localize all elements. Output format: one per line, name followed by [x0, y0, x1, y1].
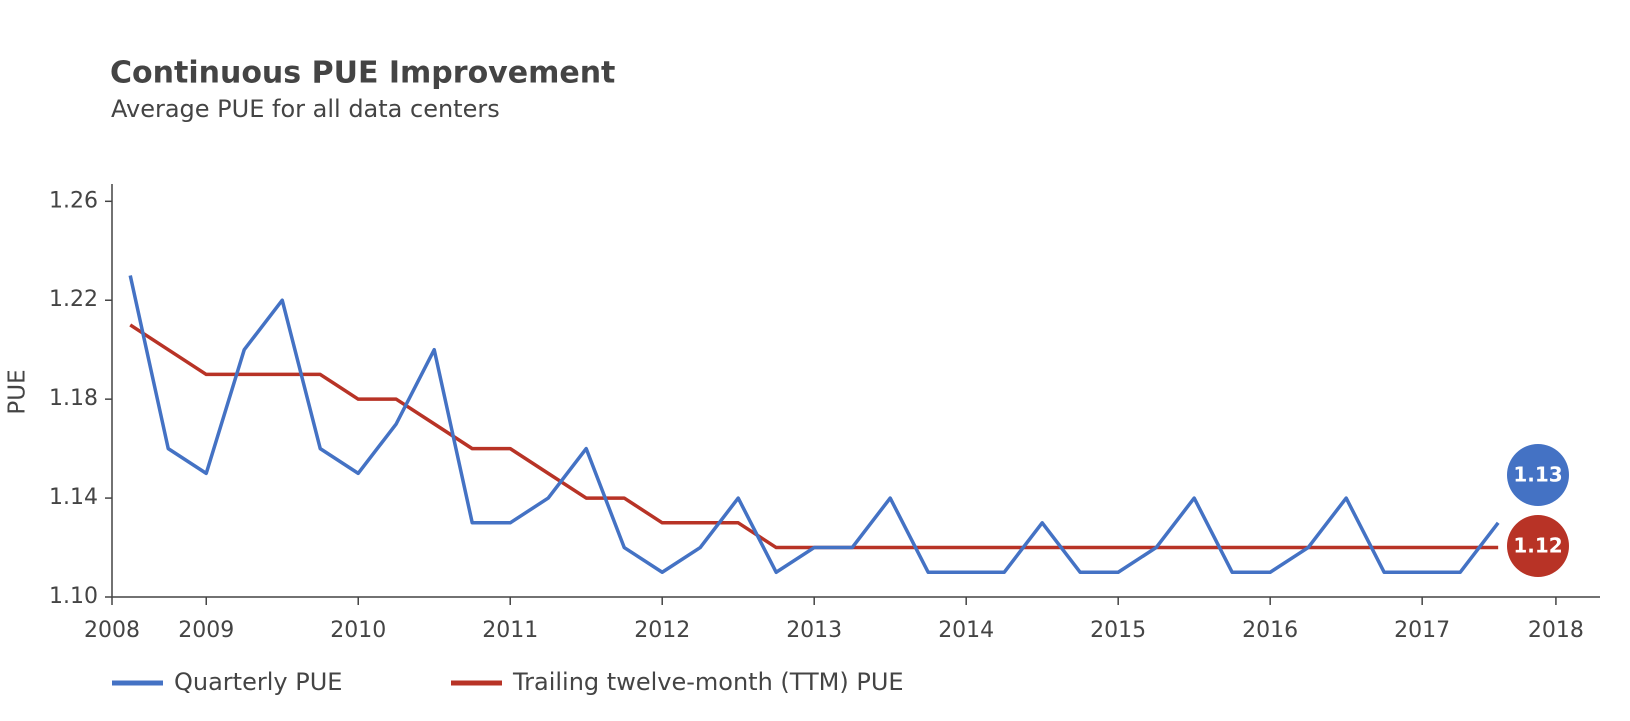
- x-tick-label: 2015: [1090, 618, 1146, 643]
- x-tick-label: 2008: [84, 618, 140, 643]
- x-tick-label: 2013: [786, 618, 842, 643]
- y-tick-label: 1.18: [49, 386, 98, 411]
- y-axis-label: PUE: [5, 369, 31, 414]
- x-tick-label: 2018: [1528, 618, 1584, 643]
- x-tick-label: 2016: [1242, 618, 1298, 643]
- chart-title: Continuous PUE Improvement: [110, 56, 615, 91]
- x-tick-label: 2014: [938, 618, 994, 643]
- legend-label: Quarterly PUE: [174, 668, 342, 696]
- y-tick-label: 1.14: [49, 485, 98, 510]
- y-tick-label: 1.26: [49, 188, 98, 213]
- legend-label: Trailing twelve-month (TTM) PUE: [512, 668, 904, 696]
- series-line: [128, 275, 1500, 575]
- chart-subtitle: Average PUE for all data centers: [111, 95, 500, 123]
- end-badge-label: 1.13: [1513, 463, 1562, 487]
- end-badge: [1507, 444, 1569, 506]
- end-badge-label: 1.12: [1513, 534, 1562, 558]
- x-tick-label: 2009: [178, 618, 234, 643]
- y-tick-label: 1.22: [49, 287, 98, 312]
- x-tick-label: 2017: [1394, 618, 1450, 643]
- x-tick-label: 2010: [330, 618, 386, 643]
- x-tick-label: 2012: [634, 618, 690, 643]
- end-badge: [1507, 515, 1569, 577]
- series-line: [129, 323, 1499, 550]
- x-tick-label: 2011: [482, 618, 538, 643]
- y-tick-label: 1.10: [49, 584, 98, 609]
